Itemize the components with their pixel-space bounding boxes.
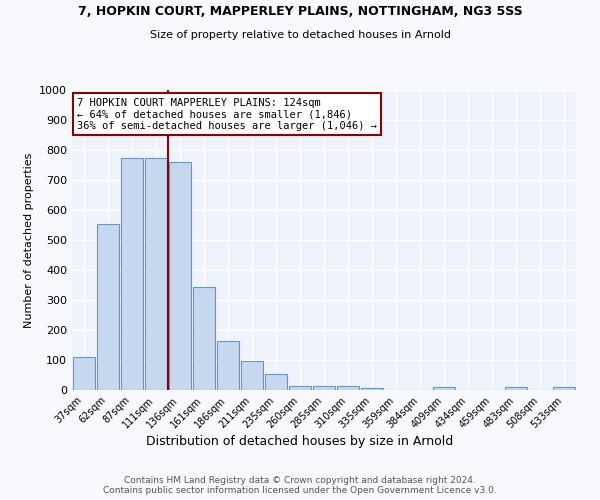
Bar	[265, 374, 287, 390]
Bar	[241, 361, 263, 390]
Bar	[433, 387, 455, 390]
Y-axis label: Number of detached properties: Number of detached properties	[23, 152, 34, 328]
Bar	[505, 387, 527, 390]
Bar	[217, 340, 239, 390]
Bar	[361, 388, 383, 390]
Bar	[169, 162, 191, 390]
Bar	[97, 224, 119, 390]
Text: Distribution of detached houses by size in Arnold: Distribution of detached houses by size …	[146, 435, 454, 448]
Text: Size of property relative to detached houses in Arnold: Size of property relative to detached ho…	[149, 30, 451, 40]
Bar	[289, 386, 311, 390]
Bar	[337, 386, 359, 390]
Bar	[145, 158, 167, 390]
Text: Contains HM Land Registry data © Crown copyright and database right 2024.
Contai: Contains HM Land Registry data © Crown c…	[103, 476, 497, 495]
Bar	[553, 387, 575, 390]
Bar	[313, 386, 335, 390]
Text: 7 HOPKIN COURT MAPPERLEY PLAINS: 124sqm
← 64% of detached houses are smaller (1,: 7 HOPKIN COURT MAPPERLEY PLAINS: 124sqm …	[77, 98, 377, 130]
Text: 7, HOPKIN COURT, MAPPERLEY PLAINS, NOTTINGHAM, NG3 5SS: 7, HOPKIN COURT, MAPPERLEY PLAINS, NOTTI…	[77, 5, 523, 18]
Bar	[193, 286, 215, 390]
Bar	[121, 158, 143, 390]
Bar	[73, 357, 95, 390]
